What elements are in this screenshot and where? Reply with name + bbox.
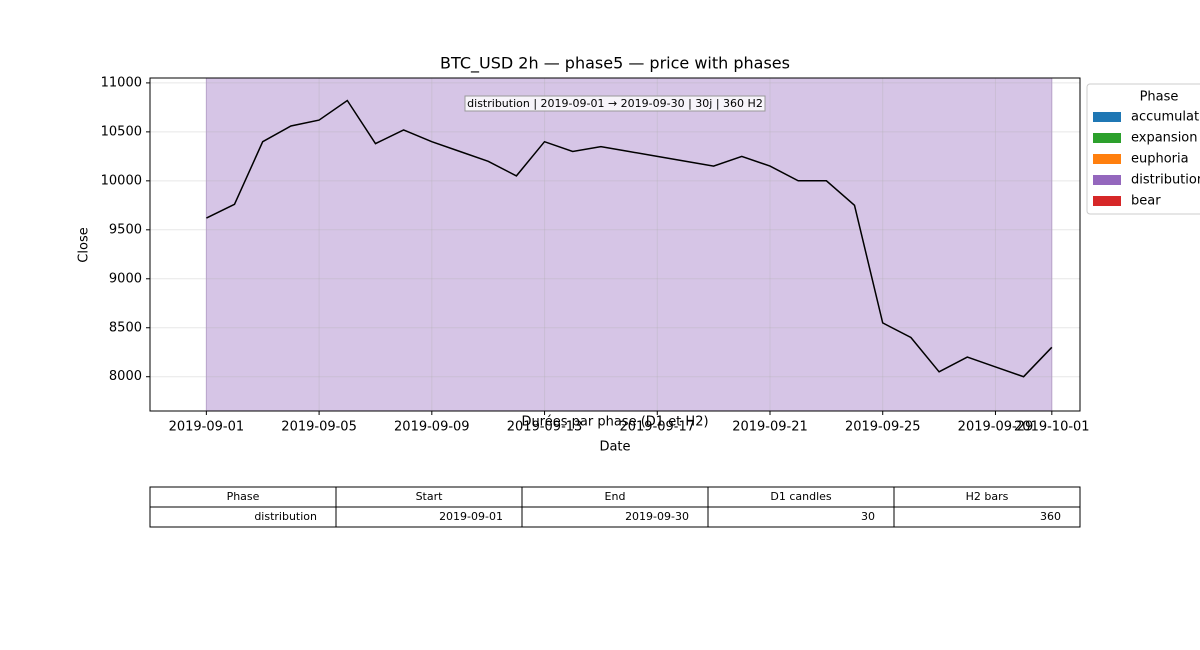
- legend-swatch: [1093, 196, 1121, 206]
- y-tick-label: 10500: [101, 124, 142, 139]
- chart-title: BTC_USD 2h — phase5 — price with phases: [440, 54, 790, 74]
- x-tick-label: 2019-09-25: [845, 420, 921, 435]
- table-header: H2 bars: [966, 490, 1009, 503]
- table-header: D1 candles: [770, 490, 832, 503]
- legend-label: bear: [1131, 194, 1161, 209]
- legend-title: Phase: [1140, 90, 1179, 105]
- legend-swatch: [1093, 133, 1121, 143]
- table-header: Start: [416, 490, 444, 503]
- y-tick-label: 9000: [109, 271, 142, 286]
- table-value: 30: [861, 510, 875, 523]
- y-tick-label: 11000: [101, 75, 142, 90]
- x-tick-label: 2019-09-29: [958, 420, 1034, 435]
- y-tick-label: 10000: [101, 173, 142, 188]
- table-value: 2019-09-01: [439, 510, 503, 523]
- phase-span: [205, 77, 1053, 412]
- y-tick-label: 8500: [109, 320, 142, 335]
- table-title: Durées par phase (D1 et H2): [521, 415, 708, 430]
- legend-label: accumulation: [1131, 110, 1200, 125]
- annotation-box: [464, 95, 766, 112]
- x-tick-label: 2019-09-17: [619, 420, 695, 435]
- legend-label: distribution: [1131, 173, 1200, 188]
- y-tick-label: 8000: [109, 369, 142, 384]
- y-tick-label: 9500: [109, 222, 142, 237]
- x-tick-label: 2019-09-05: [281, 420, 357, 435]
- annotation: distribution | 2019-09-01 → 2019-09-30 |…: [467, 97, 763, 110]
- legend-swatch: [1093, 175, 1121, 185]
- price-line: [206, 99, 1053, 378]
- y-axis-label: Close: [77, 227, 92, 262]
- table-header: End: [605, 490, 626, 503]
- x-tick-label: 2019-09-01: [169, 420, 245, 435]
- x-tick-label: 2019-10-01: [1014, 420, 1090, 435]
- table-value: distribution: [254, 510, 317, 523]
- table-cell: [893, 506, 1081, 528]
- legend-swatch: [1093, 112, 1121, 122]
- plot-frame: [149, 77, 1081, 412]
- x-tick-label: 2019-09-21: [732, 420, 808, 435]
- table-header: Phase: [227, 490, 260, 503]
- x-tick-label: 2019-09-09: [394, 420, 470, 435]
- x-tick-label: 2019-09-13: [507, 420, 583, 435]
- table-value: 360: [1040, 510, 1061, 523]
- table-value: 2019-09-30: [625, 510, 689, 523]
- legend-label: expansion: [1131, 131, 1198, 146]
- legend-swatch: [1093, 154, 1121, 164]
- legend-label: euphoria: [1131, 152, 1189, 167]
- x-axis-label: Date: [599, 440, 630, 455]
